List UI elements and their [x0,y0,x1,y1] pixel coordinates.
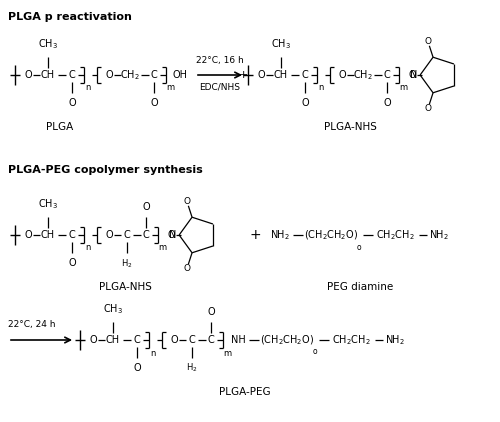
Text: O: O [89,335,97,345]
Text: O: O [184,197,190,206]
Text: n: n [150,349,156,357]
Text: PLGA: PLGA [46,122,74,132]
Text: N: N [169,230,176,240]
Text: (CH$_2$CH$_2$O): (CH$_2$CH$_2$O) [260,333,314,347]
Text: C: C [384,70,390,80]
Text: 22°C, 24 h: 22°C, 24 h [8,320,56,330]
Text: O: O [424,37,432,46]
Text: CH$_2$: CH$_2$ [353,68,373,82]
Text: CH: CH [106,335,120,345]
Text: m: m [158,243,166,252]
Text: 22°C, 16 h: 22°C, 16 h [196,57,244,65]
Text: O: O [207,307,215,317]
Text: O: O [338,70,346,80]
Text: CH: CH [41,70,55,80]
Text: O: O [257,70,265,80]
Text: O: O [170,335,178,345]
Text: C: C [188,335,196,345]
Text: O: O [424,105,432,114]
Text: C: C [68,70,75,80]
Text: PLGA-NHS: PLGA-NHS [98,282,152,292]
Text: m: m [399,84,407,92]
Text: O: O [105,230,113,240]
Text: O: O [383,98,391,108]
Text: O: O [150,98,158,108]
Text: o: o [356,243,362,252]
Text: n: n [318,84,324,92]
Text: NH$_2$: NH$_2$ [270,228,290,242]
Text: O: O [68,98,76,108]
Text: H$_2$: H$_2$ [186,362,198,374]
Text: o: o [312,347,318,357]
Text: NH$_2$: NH$_2$ [429,228,449,242]
Text: PLGA p reactivation: PLGA p reactivation [8,12,132,22]
Text: O: O [167,230,175,240]
Text: O: O [184,265,190,273]
Text: PLGA-PEG: PLGA-PEG [219,387,271,397]
Text: n: n [86,84,90,92]
Text: C: C [208,335,214,345]
Text: CH$_2$: CH$_2$ [120,68,140,82]
Text: NH: NH [230,335,246,345]
Text: O: O [24,70,32,80]
Text: NH$_2$: NH$_2$ [385,333,405,347]
Text: CH$_3$: CH$_3$ [38,197,58,211]
Text: O: O [105,70,113,80]
Text: O: O [408,70,416,80]
Text: O: O [68,258,76,268]
Text: N: N [410,70,417,80]
Text: PLGA-NHS: PLGA-NHS [324,122,376,132]
Text: O: O [133,363,141,373]
Text: C: C [302,70,308,80]
Text: PEG diamine: PEG diamine [327,282,393,292]
Text: C: C [150,70,158,80]
Text: +: + [249,228,261,242]
Text: O: O [24,230,32,240]
Text: OH: OH [172,70,188,80]
Text: C: C [142,230,150,240]
Text: H$_2$: H$_2$ [121,257,133,270]
Text: m: m [223,349,231,357]
Text: CH$_3$: CH$_3$ [271,37,291,51]
Text: +: + [238,70,248,80]
Text: CH$_2$CH$_2$: CH$_2$CH$_2$ [332,333,370,347]
Text: C: C [134,335,140,345]
Text: O: O [142,202,150,212]
Text: n: n [86,243,90,252]
Text: (CH$_2$CH$_2$O): (CH$_2$CH$_2$O) [304,228,358,242]
Text: EDC/NHS: EDC/NHS [200,82,240,92]
Text: C: C [68,230,75,240]
Text: CH$_3$: CH$_3$ [103,302,123,316]
Text: CH$_2$CH$_2$: CH$_2$CH$_2$ [376,228,414,242]
Text: m: m [166,84,174,92]
Text: C: C [124,230,130,240]
Text: CH$_3$: CH$_3$ [38,37,58,51]
Text: O: O [301,98,309,108]
Text: CH: CH [41,230,55,240]
Text: CH: CH [274,70,288,80]
Text: PLGA-PEG copolymer synthesis: PLGA-PEG copolymer synthesis [8,165,203,175]
